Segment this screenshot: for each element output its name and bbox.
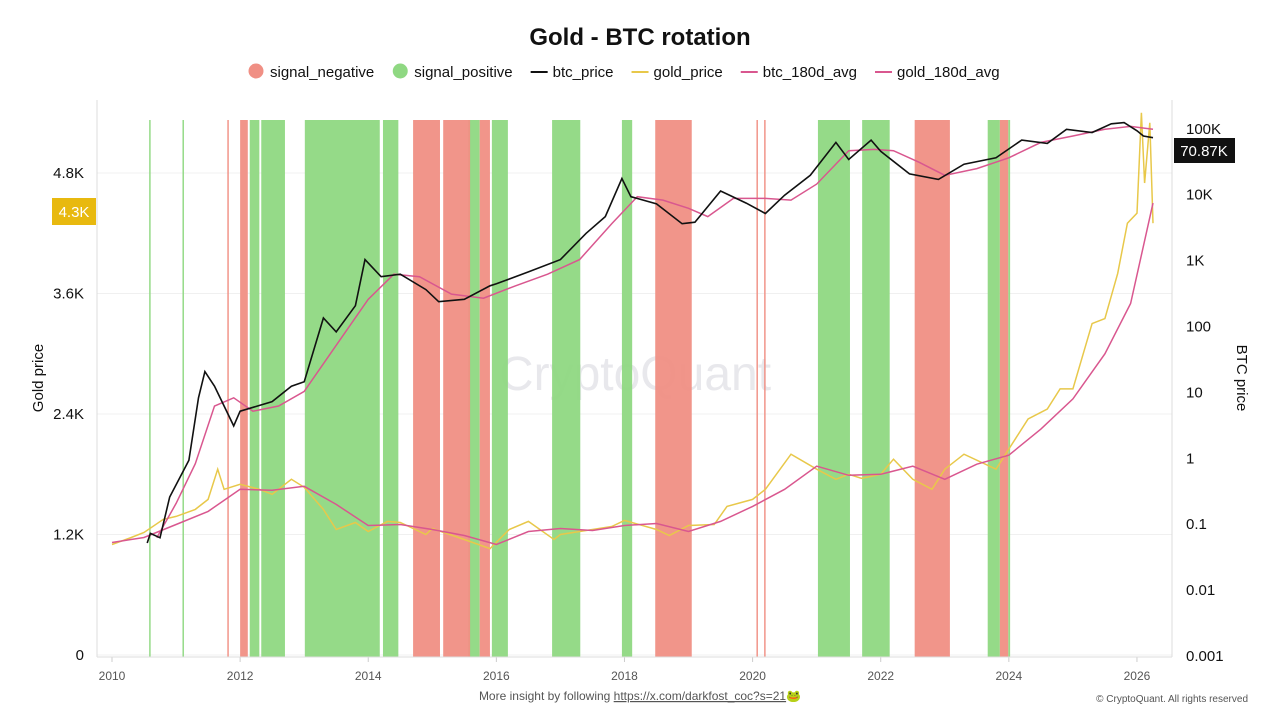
x-tick: 2014 [355,669,382,683]
legend-item-btc_price: btc_price [530,64,614,81]
badge-bg [1174,138,1235,163]
legend-label: gold_price [654,64,723,81]
signal-positive-band [382,120,399,657]
y-right-tick: 1 [1186,450,1194,467]
footer-prefix: More insight by following [479,689,614,703]
signal-negative-band [756,120,758,657]
series-lines [111,112,1154,550]
signal-positive-band [182,120,184,657]
x-tick: 2024 [995,669,1022,683]
signal-positive-band [817,120,850,657]
legend-label: btc_price [553,64,614,81]
y-right-tick: 0.01 [1186,582,1215,599]
y-left-tick: 0 [76,647,84,664]
y-right-tick: 1K [1186,253,1204,270]
legend-label: signal_negative [270,64,374,81]
signal-positive-band [261,120,285,657]
frog-emoji: 🐸 [786,689,801,703]
btc-price-line [146,121,1154,544]
x-tick: 2010 [99,669,126,683]
signal-positive-band [987,120,1000,657]
y-left-tick: 4.8K [53,165,84,182]
signal-positive-band [621,120,633,657]
gold-price-line [111,112,1154,550]
badge-bg [52,198,96,225]
y-right-tick: 10 [1186,384,1203,401]
signal-negative-band [240,120,248,657]
y-right-tick: 0.1 [1186,516,1207,533]
signal-positive-band [149,120,151,657]
signal-bands [149,120,1011,657]
y-left-tick: 1.2K [53,527,84,544]
x-tick: 2026 [1124,669,1151,683]
footer-note: More insight by following https://x.com/… [479,689,801,703]
legend-item-signal_negative: signal_negative [248,63,374,81]
signal-negative-band [479,120,490,657]
signal-negative-band [764,120,766,657]
gold-last-value: 4.3K [59,204,90,221]
x-tick: 2020 [739,669,766,683]
copyright: © CryptoQuant. All rights reserved [1096,694,1248,705]
legend-item-btc_180d_avg: btc_180d_avg [740,64,857,81]
legend-label: signal_positive [414,64,512,81]
signal-positive-band [468,120,480,657]
y-right-tick: 100 [1186,319,1211,336]
signal-negative-band [655,120,692,657]
signal-negative-band [413,120,440,657]
x-tick: 2016 [483,669,510,683]
gold-180d-avg-line [111,202,1154,546]
btc-last-value: 70.87K [1180,143,1228,160]
y-right-label: BTC price [1233,345,1250,412]
y-right-tick: 100K [1186,121,1221,138]
x-tick: 2012 [227,669,254,683]
signal-positive-band [552,120,581,657]
footer-link[interactable]: https://x.com/darkfost_coc?s=21 [614,689,787,703]
signal-positive-band [249,120,260,657]
legend-dot-icon [248,63,264,79]
legend-item-gold_180d_avg: gold_180d_avg [875,64,1000,81]
btc-180d-avg-line [156,125,1154,539]
signal-positive-band [1008,120,1011,657]
y-left-label: Gold price [30,344,47,412]
legend-label: gold_180d_avg [897,64,1000,81]
y-left-tick: 3.6K [53,286,84,303]
x-tick: 2018 [611,669,638,683]
y-right-tick: 0.001 [1186,648,1224,665]
chart-title: Gold - BTC rotation [529,24,750,51]
signal-positive-band [304,120,380,657]
signal-negative-band [227,120,229,657]
btc-last-value-badge: 70.87K [1174,138,1235,163]
signal-negative-band [443,120,471,657]
y-right-tick: 10K [1186,187,1213,204]
axes: 0 1.2K 2.4K 3.6K 4.8K 0.001 0.01 0.1 1 10 100 1K 10K… [52,100,1235,683]
legend-item-gold_price: gold_price [631,64,723,81]
legend-label: btc_180d_avg [763,64,857,81]
x-tick: 2022 [867,669,894,683]
gold-last-value-badge: 4.3K [52,198,96,225]
signal-negative-band [999,120,1009,657]
legend-dot-icon [392,63,408,79]
legend-item-signal_positive: signal_positive [392,63,513,81]
signal-negative-band [914,120,950,657]
watermark: CryptoQuant [499,348,771,401]
signal-positive-band [862,120,890,657]
signal-positive-band [491,120,508,657]
legend: signal_negative signal_positive btc_price g… [248,63,1000,81]
y-left-tick: 2.4K [53,406,84,423]
